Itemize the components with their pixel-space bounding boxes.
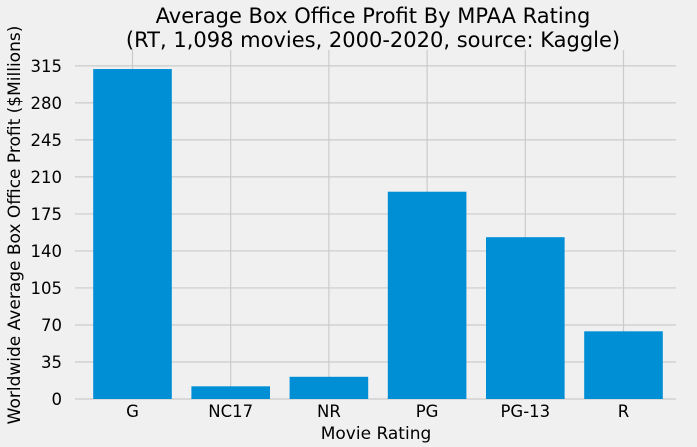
y-tick-label: 175 xyxy=(31,205,63,224)
chart-title-line-1: Average Box Office Profit By MPAA Rating xyxy=(156,4,591,28)
x-tick-labels: G NC17 NR PG PG-13 R xyxy=(126,402,629,421)
y-tick-label: 35 xyxy=(41,353,62,372)
y-tick-label: 140 xyxy=(31,242,63,261)
bar-pg-13 xyxy=(486,237,565,399)
x-tick-label: PG xyxy=(416,402,439,421)
y-tick-labels: 0 35 70 105 140 175 210 245 280 315 xyxy=(31,57,63,409)
x-tick-label: NC17 xyxy=(208,402,253,421)
chart-title-line-2: (RT, 1,098 movies, 2000-2020, source: Ka… xyxy=(126,28,620,52)
y-tick-label: 105 xyxy=(31,279,63,298)
bar-r xyxy=(584,331,663,399)
bars xyxy=(93,69,663,399)
x-tick-label: PG-13 xyxy=(500,402,550,421)
x-tick-label: R xyxy=(618,402,629,421)
bar-nr xyxy=(289,376,369,399)
y-tick-label: 315 xyxy=(31,57,63,76)
y-tick-label: 0 xyxy=(52,390,63,409)
y-tick-label: 70 xyxy=(41,316,62,335)
x-axis-label: Movie Rating xyxy=(321,424,432,444)
bar-nc17 xyxy=(191,386,270,399)
y-axis-label: Worldwide Average Box Office Profit ($Mi… xyxy=(5,26,25,425)
y-tick-label: 210 xyxy=(31,168,63,187)
y-tick-label: 245 xyxy=(31,131,63,150)
y-tick-label: 280 xyxy=(31,94,63,113)
bar-g xyxy=(93,69,172,399)
bar-pg xyxy=(387,191,467,399)
x-tick-label: NR xyxy=(317,402,341,421)
x-tick-label: G xyxy=(126,402,139,421)
